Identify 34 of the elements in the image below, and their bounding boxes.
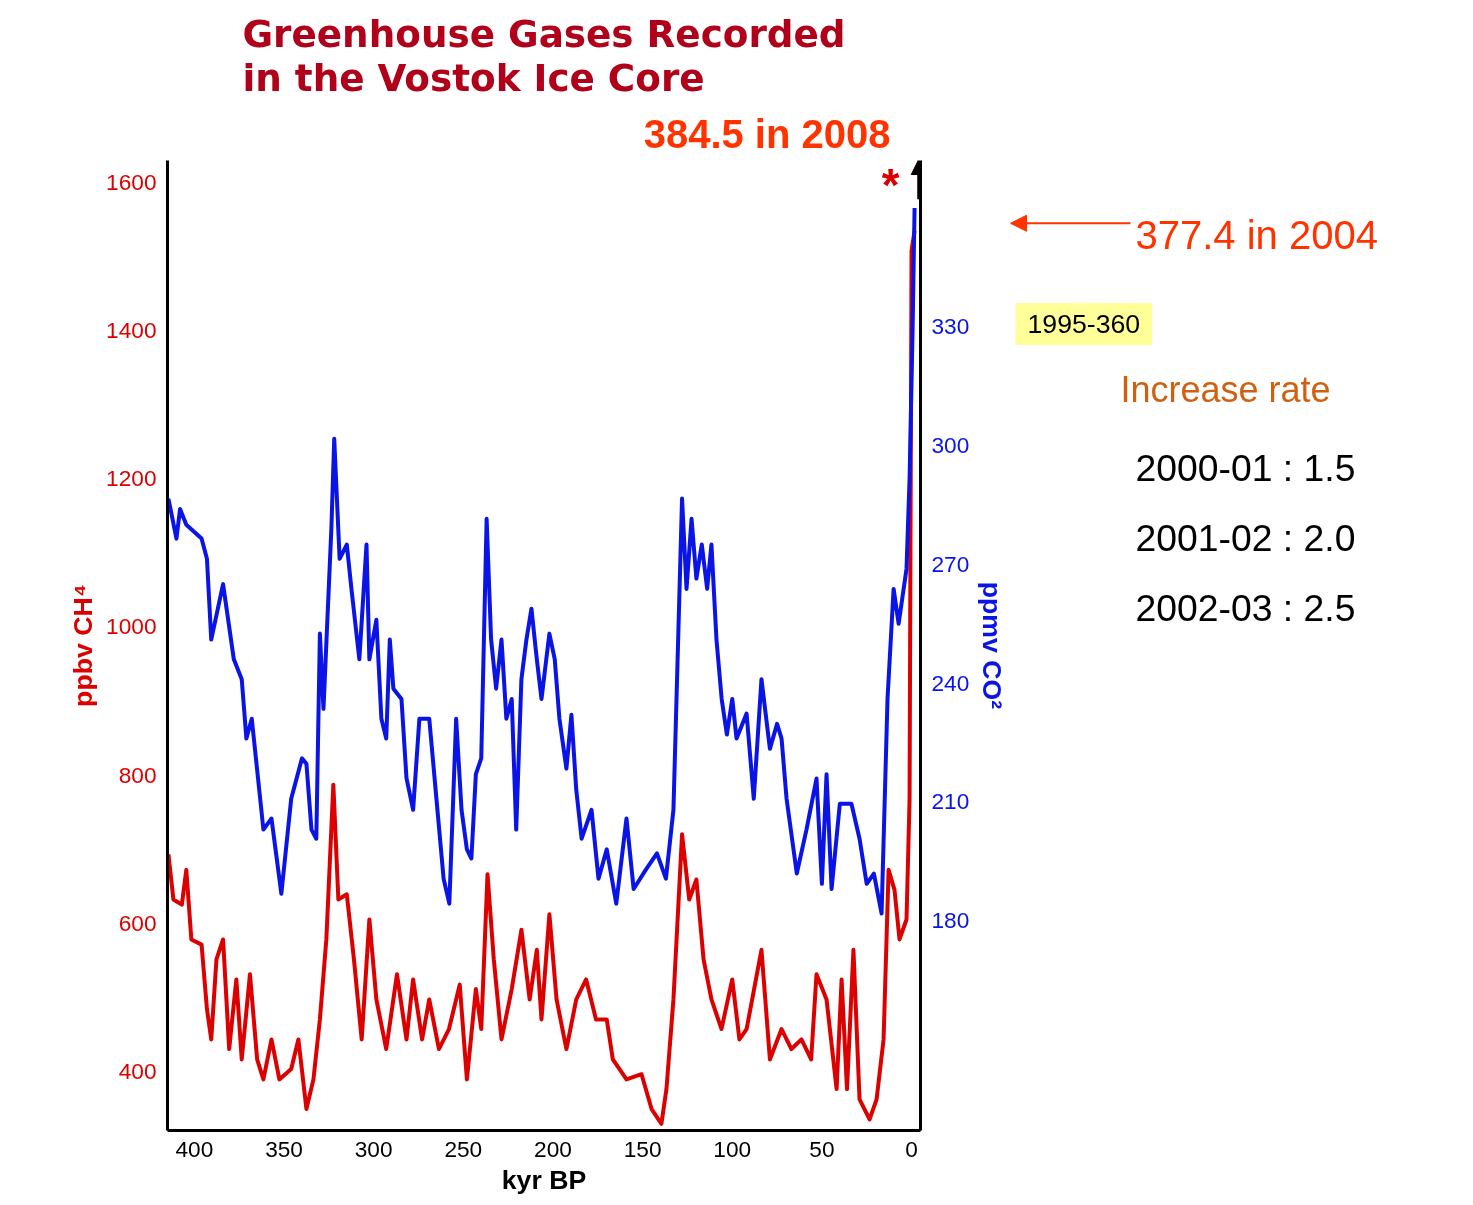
text: 1995-360 xyxy=(1027,308,1141,339)
y2-tick-label: 270 xyxy=(931,550,970,577)
chart-title: Greenhouse Gases Recorded in the Vostok Ice Core xyxy=(242,11,846,100)
text: 2001-02 : 2.0 xyxy=(1135,517,1356,560)
x-axis-title: kyr BP xyxy=(501,1164,587,1195)
y-tick-label: 1000 xyxy=(106,613,157,640)
text: 2000-01 : 1.5 xyxy=(1135,447,1356,489)
y-tick-label: 400 xyxy=(118,1057,157,1084)
text: Increase rate xyxy=(1120,369,1331,411)
x-tick-label: 300 xyxy=(354,1135,393,1162)
x-tick-label: 250 xyxy=(444,1135,483,1162)
x-tick-label: 350 xyxy=(265,1135,303,1162)
y-tick-label: 800 xyxy=(118,761,157,788)
y-tick-label: 1200 xyxy=(106,465,157,492)
y2-tick-label: 240 xyxy=(931,669,970,696)
annotation: * xyxy=(881,160,900,211)
x-tick-label: 150 xyxy=(623,1135,662,1162)
y2-axis-title: ppmv CO² xyxy=(977,581,1008,710)
y-tick-label: 1600 xyxy=(106,169,157,196)
text: 384.5 in 2008 xyxy=(643,111,891,156)
y2-tick-label: 180 xyxy=(931,907,970,934)
y2-tick-label: 330 xyxy=(931,313,970,340)
x-tick-label: 200 xyxy=(534,1135,572,1162)
x-tick-label: 100 xyxy=(713,1135,752,1162)
y-axis-title: ppbv CH⁴ xyxy=(68,584,99,707)
y-tick-label: 1400 xyxy=(106,317,157,344)
x-tick-label: 0 xyxy=(905,1135,918,1162)
x-tick-label: 50 xyxy=(809,1135,835,1162)
text: 377.4 in 2004 xyxy=(1135,212,1378,257)
y2-tick-label: 210 xyxy=(931,788,970,815)
y-tick-label: 600 xyxy=(118,909,157,936)
y2-tick-label: 300 xyxy=(931,432,970,459)
text: 2002-03 : 2.5 xyxy=(1135,587,1356,630)
x-tick-label: 400 xyxy=(175,1135,214,1162)
